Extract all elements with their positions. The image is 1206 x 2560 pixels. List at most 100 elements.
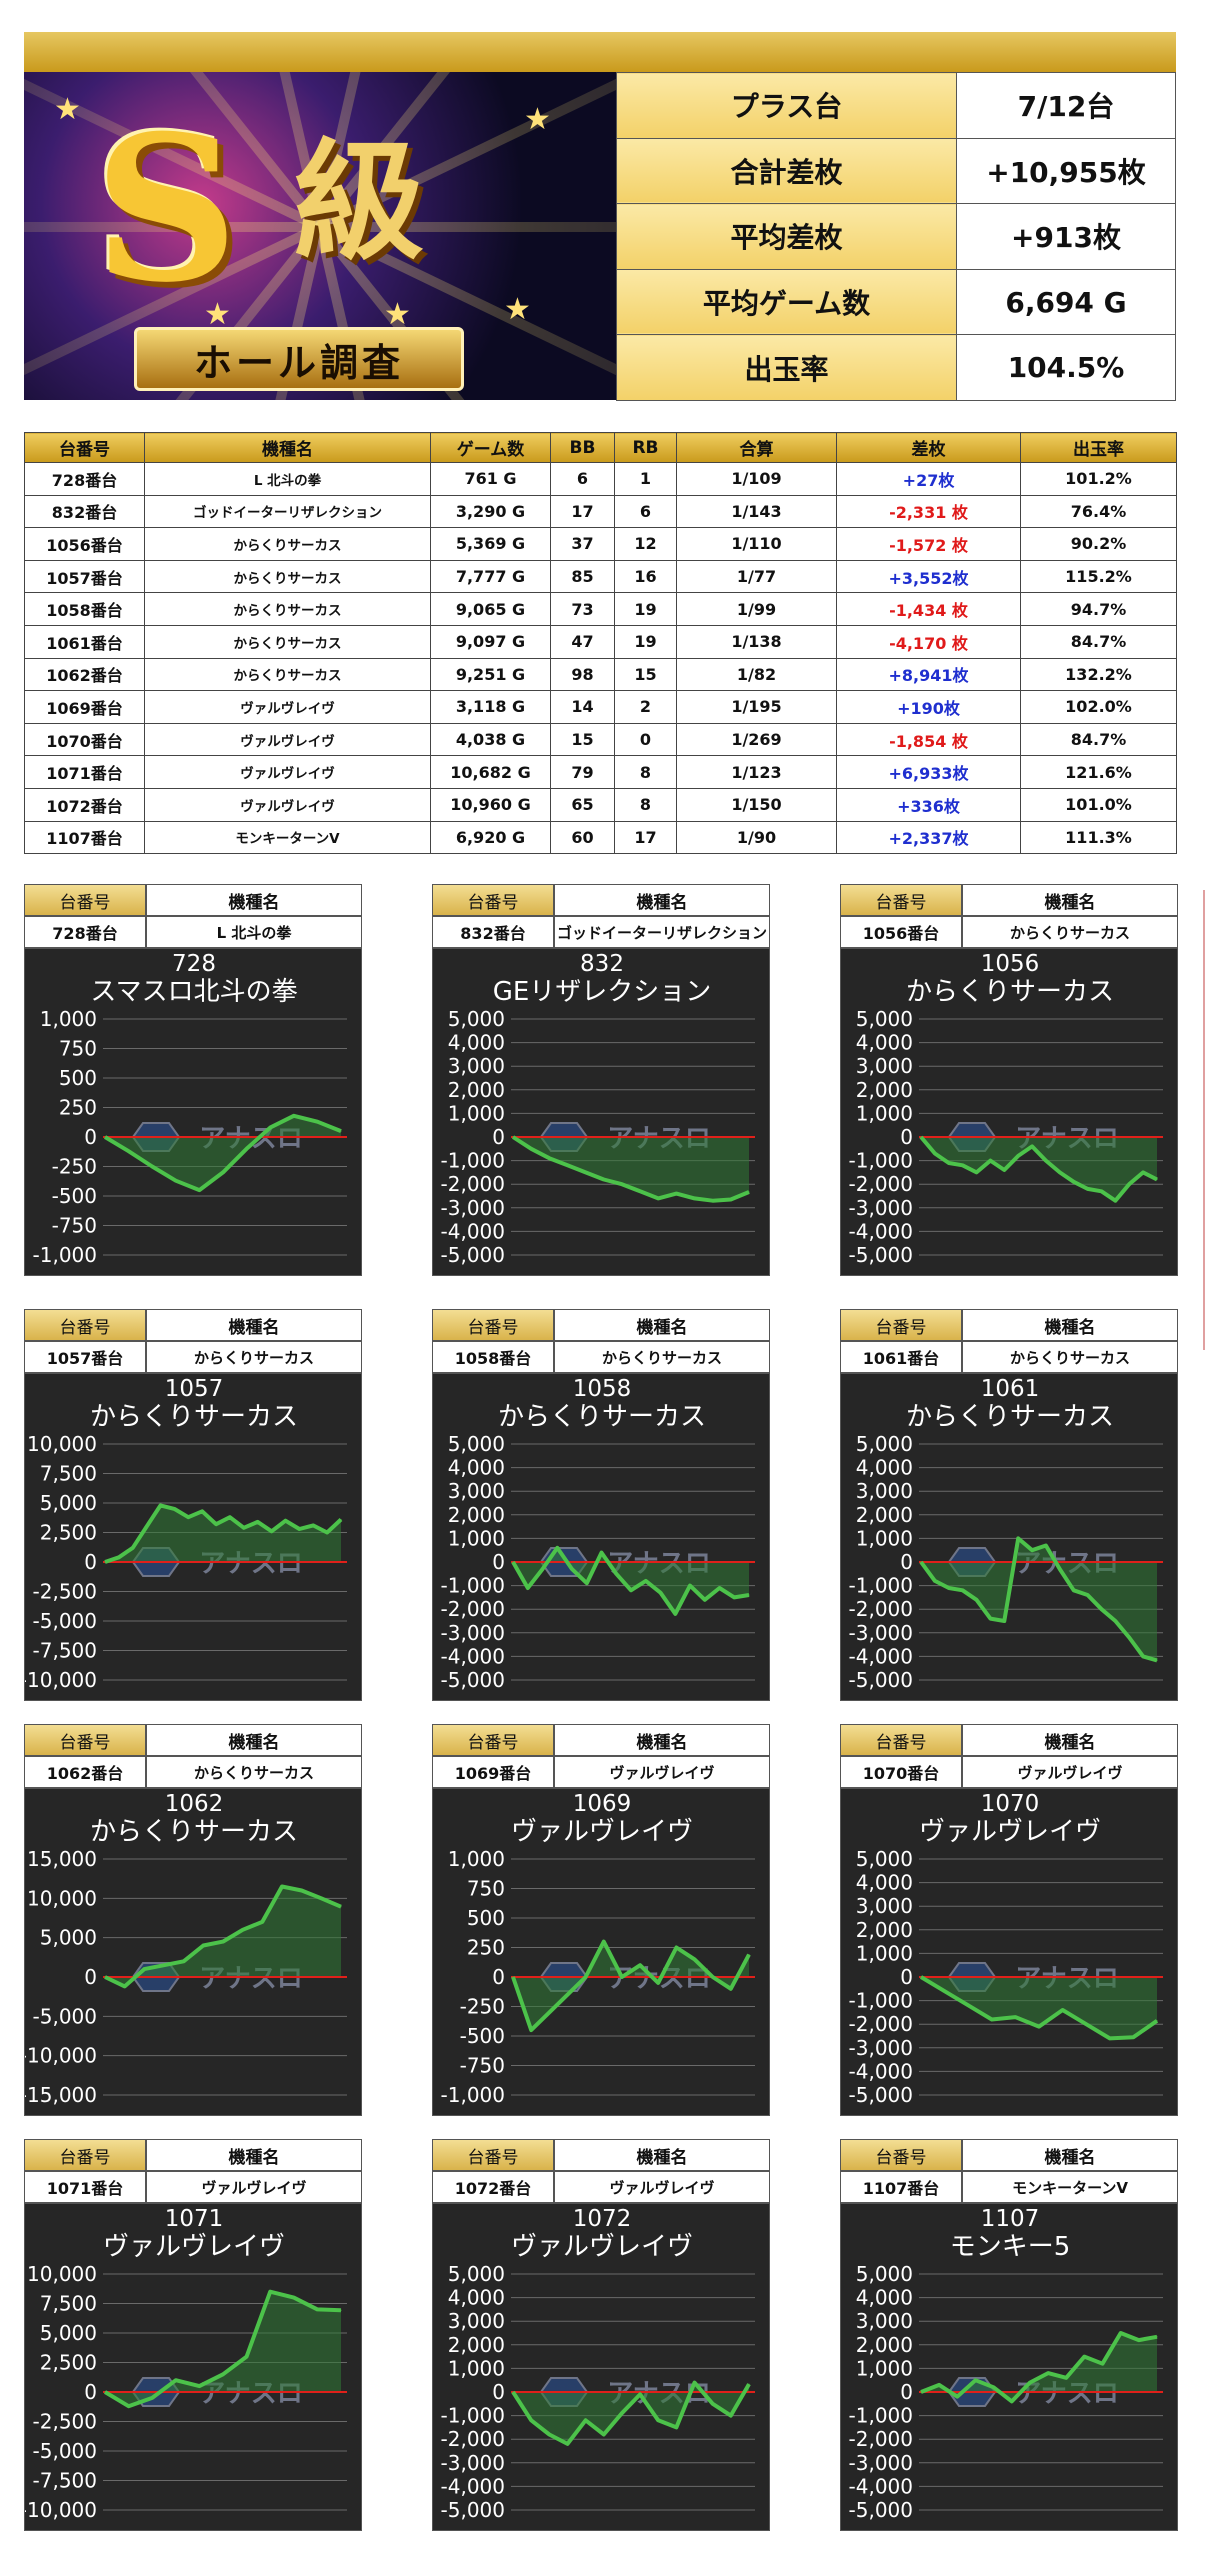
data-point (1045, 1545, 1047, 1546)
data-point (301, 1890, 303, 1891)
chart-title: GEリザレクション (493, 977, 712, 1007)
table-row: 1061番台 からくりサーカス 9,097 G 47 19 1/138 -4,170 枚 84… (24, 624, 1177, 659)
summary-value: +10,955枚 (956, 137, 1176, 205)
data-point (975, 2379, 976, 2381)
chart-title-number: 728 (172, 951, 216, 977)
y-tick-label: -1,000 (849, 1989, 913, 2013)
panel-header-unit-label: 台番号 (24, 1724, 146, 1756)
y-tick-label: -3,000 (849, 2036, 913, 2060)
data-point (1156, 2336, 1158, 2338)
chart-title: モンキー5 (950, 2232, 1071, 2262)
data-point (675, 1947, 677, 1948)
data-point (601, 1552, 602, 1554)
table-cell: 1069番台 (24, 690, 145, 724)
table-cell: 47 (550, 624, 615, 659)
data-point (229, 1516, 231, 1518)
data-point (198, 1189, 200, 1191)
chart-title-number: 1107 (981, 2206, 1040, 2232)
s-class-banner: S 級 ★ ★ ★ ★ ★ ホール調査 (24, 72, 616, 400)
y-tick-label: -2,000 (441, 1597, 505, 1621)
table-cell: 98 (550, 657, 615, 692)
y-tick-label: -5,000 (33, 1609, 97, 1633)
summary-value: 6,694 G (956, 268, 1176, 336)
column-header: 出玉率 (1020, 432, 1177, 463)
y-tick-label: -4,000 (849, 1644, 913, 1668)
series-area (921, 1977, 1157, 2039)
data-point (1059, 1171, 1061, 1173)
chart-title-number: 1071 (165, 2206, 224, 2232)
panel-header-unit-label: 台番号 (24, 2139, 146, 2171)
summary-value: 7/12台 (956, 72, 1176, 139)
table-cell: 19 (614, 592, 677, 626)
data-point (298, 1528, 300, 1530)
data-point (271, 1530, 273, 1532)
data-point (269, 1127, 271, 1129)
table-cell: からくりサーカス (144, 527, 431, 561)
data-point (944, 1990, 946, 1992)
y-tick-label: 4,000 (856, 1456, 913, 1480)
data-point (571, 1568, 573, 1570)
data-point (1017, 1155, 1019, 1157)
table-cell: 728番台 (24, 462, 145, 496)
table-cell: 90.2% (1020, 527, 1177, 561)
table-cell: 101.2% (1020, 462, 1177, 496)
y-tick-label: 4,000 (448, 1031, 505, 1055)
series-area (105, 2291, 341, 2407)
data-point (173, 1508, 175, 1510)
y-tick-label: -1,000 (441, 1574, 505, 1598)
data-point (201, 1510, 203, 1512)
slump-chart: 1062 からくりサーカス 15,000 10,000 5,000 0 -5,000 -10,… (24, 1788, 362, 2116)
data-point (1083, 2356, 1085, 2358)
panel-values: 1070番台 ヴァルヴレイヴ (840, 1756, 1178, 1788)
y-tick-label: -750 (460, 2054, 505, 2078)
table-cell: 16 (614, 559, 677, 594)
panel-model-name: ヴァルヴレイヴ (146, 2171, 362, 2203)
panel-header: 台番号 機種名 (24, 1724, 362, 1756)
y-tick-label: -2,000 (849, 1172, 913, 1196)
data-point (1102, 2363, 1103, 2365)
data-point (1120, 2332, 1122, 2334)
table-cell: 1/150 (676, 787, 837, 822)
machine-chart-panel: 台番号 機種名 728番台 L 北斗の拳 728 スマスロ北斗の拳 1,000 750 500 2… (24, 884, 362, 1276)
data-point (748, 1191, 750, 1193)
y-tick-label: -1,000 (441, 1149, 505, 1173)
data-point (719, 1587, 720, 1589)
panel-unit-number: 1058番台 (432, 1341, 554, 1373)
table-cell: 1072番台 (24, 787, 145, 822)
data-point (621, 2412, 623, 2414)
slump-chart: 1056 からくりサーカス 5,000 4,000 3,000 2,000 1,000 0 -1… (840, 948, 1178, 1276)
series-area (921, 1137, 1157, 1201)
data-point (1114, 1200, 1116, 1202)
data-point (281, 1886, 283, 1887)
table-cell: 121.6% (1020, 755, 1177, 789)
data-point (748, 1594, 750, 1596)
table-cell: 65 (550, 787, 615, 822)
y-tick-label: 4,000 (448, 2286, 505, 2310)
data-point (128, 2405, 130, 2407)
data-point (694, 1958, 695, 1960)
panel-unit-number: 1072番台 (432, 2171, 554, 2203)
table-cell: -1,572 枚 (836, 527, 1021, 561)
panel-unit-number: 832番台 (432, 916, 554, 948)
y-tick-label: -5,000 (33, 2004, 97, 2028)
y-tick-label: -3,000 (441, 1621, 505, 1645)
table-cell: 10,682 G (430, 755, 551, 789)
table-cell: 1/77 (676, 559, 837, 594)
data-point (621, 1183, 623, 1185)
table-cell: 132.2% (1020, 657, 1177, 692)
y-tick-label: 3,000 (448, 2309, 505, 2333)
machine-chart-panel: 台番号 機種名 1070番台 ヴァルヴレイヴ 1070 ヴァルヴレイヴ 5,000 4,000… (840, 1724, 1178, 2116)
table-cell: +3,552枚 (836, 559, 1021, 594)
table-cell: 17 (550, 494, 615, 529)
table-row: 1062番台 からくりサーカス 9,251 G 98 15 1/82 +8,941枚 132.… (24, 657, 1177, 692)
slump-chart: 832 GEリザレクション 5,000 4,000 3,000 2,000 1,000 0 -1… (432, 948, 770, 1276)
data-point (293, 2297, 295, 2299)
table-cell: 60 (550, 820, 615, 855)
table-cell: +27枚 (836, 462, 1021, 496)
data-point (989, 1618, 991, 1620)
data-point (956, 2396, 958, 2398)
panel-values: 1056番台 からくりサーカス (840, 916, 1178, 948)
table-cell: 17 (614, 820, 677, 855)
data-point (160, 1504, 161, 1506)
panel-header-model-label: 機種名 (146, 1724, 362, 1756)
